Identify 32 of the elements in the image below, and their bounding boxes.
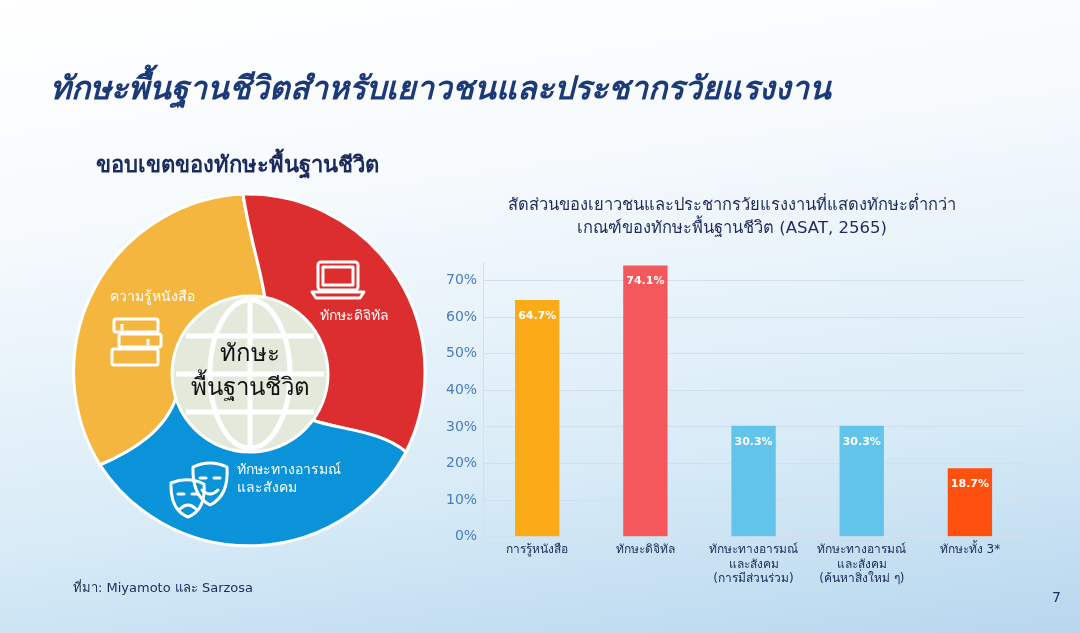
text: ทักษะดิจิทัล (320, 306, 389, 325)
data-label: 64.7% (518, 308, 557, 322)
text: ทักษะพื้นฐานชีวิตสำหรับเยาวชนและประชากรวัยแรงงาน (50, 63, 831, 111)
data-label: 74.1% (626, 274, 665, 288)
y-tick-label: 10% (445, 490, 478, 507)
y-tick-label: 60% (445, 307, 478, 324)
chart-title: สัดส่วนของเยาวชนและประชากรวัยแรงงานที่แสดงทักษะต่ำกว่า เกณฑ์ของทักษะพื้นฐานชีวิต (ASAT, 2565) (508, 192, 956, 237)
text: 7 (1052, 588, 1061, 607)
data-label: 30.3% (842, 434, 881, 448)
text: ความรู้หนังสือ (110, 287, 195, 306)
bar (515, 299, 560, 537)
x-tick-label: ทักษะดิจิทัล (615, 542, 675, 557)
data-label: 30.3% (734, 434, 773, 448)
data-label: 18.7% (950, 477, 989, 491)
y-tick-label: 70% (445, 271, 478, 288)
bar (623, 265, 668, 537)
bar (731, 425, 776, 537)
text: ขอบเขตของทักษะพื้นฐานชีวิต (94, 147, 380, 181)
y-tick-label: 40% (445, 380, 478, 397)
x-tick-label: ทักษะทางอารมณ์ และสังคม (ค้นหาสิ่งใหม่ ๆ) (817, 542, 907, 585)
y-tick-label: 20% (445, 454, 478, 471)
text: ที่มา: Miyamoto และ Sarzosa (73, 580, 254, 597)
text: ทักษะ พื้นฐานชีวิต (189, 338, 311, 403)
y-tick-label: 30% (445, 417, 478, 434)
y-tick-label: 50% (445, 344, 478, 361)
x-tick-label: ทักษะทางอารมณ์ และสังคม (การมีส่วนร่วม) (709, 542, 799, 585)
bar (839, 425, 884, 537)
y-tick-label: 0% (454, 527, 478, 544)
text: ทักษะทางอารมณ์ และสังคม (237, 460, 341, 496)
bar (947, 468, 993, 537)
x-tick-label: การรู้หนังสือ (506, 542, 569, 558)
x-tick-label: ทักษะทั้ง 3* (939, 540, 1001, 557)
